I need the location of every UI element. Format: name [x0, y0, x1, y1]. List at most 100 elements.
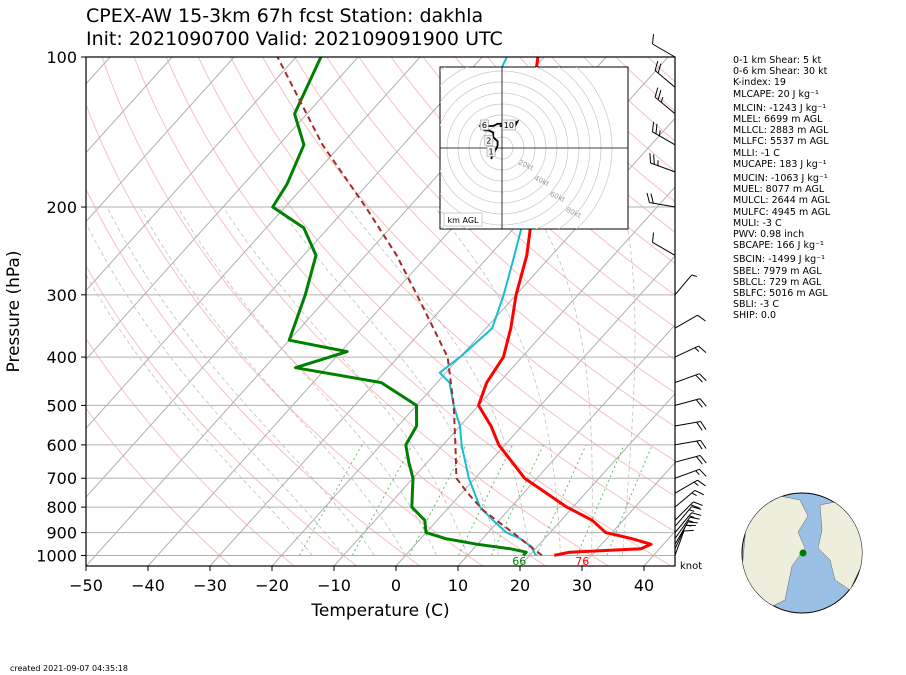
wind-barb: [674, 521, 698, 545]
y-tick-label: 700: [46, 469, 77, 488]
isotherm: [457, 324, 675, 566]
barb-flag: [700, 440, 707, 449]
wind-barb: [654, 60, 676, 88]
index-line: MLCIN: -1243 J kg⁻¹: [733, 102, 827, 114]
hodograph-title: km AGL: [448, 216, 480, 225]
barb-staff: [674, 314, 698, 329]
index-line: 0-1 km Shear: 5 kt: [733, 55, 822, 66]
isotherm: [395, 255, 675, 566]
created-timestamp: created 2021-09-07 04:35:18: [10, 664, 128, 673]
hodograph-legend-box: [443, 212, 483, 227]
hodograph-height-label: 2: [486, 136, 491, 145]
mixing-ratio-line: [351, 444, 413, 556]
barb-flag: [657, 90, 662, 100]
y-tick-label: 600: [46, 436, 77, 455]
wind-barb: [649, 153, 676, 173]
barb-half: [691, 274, 697, 278]
index-line: SBLCL: 729 m AGL: [733, 276, 822, 288]
barb-staff: [674, 521, 689, 545]
index-line: SBEL: 7979 m AGL: [733, 265, 822, 277]
wind-barb: [654, 87, 676, 115]
moist-adiabat: [86, 274, 313, 556]
barb-staff: [674, 439, 701, 446]
mixing-ratio-line: [408, 444, 467, 556]
moist-adiabat: [532, 206, 593, 556]
moist-adiabat: [86, 222, 344, 556]
index-line: SHIP: 0.0: [733, 310, 777, 322]
wind-units-label: knot: [680, 561, 702, 572]
y-axis-label: Pressure (hPa): [4, 251, 24, 373]
index-line: SBCAPE: 166 J kg⁻¹: [733, 240, 824, 252]
x-tick-label: 10: [448, 576, 468, 595]
barb-staff: [674, 516, 691, 539]
mixing-ratio-line: [606, 444, 653, 556]
isotherm: [86, 57, 483, 498]
index-line: SBLI: -3 C: [733, 299, 779, 311]
index-line: MLEL: 6699 m AGL: [733, 114, 823, 126]
wind-barb: [674, 501, 703, 521]
index-line: MULI: -3 C: [733, 217, 782, 229]
barb-staff: [674, 530, 685, 556]
hodograph-height-box: [502, 119, 516, 131]
wind-barb: [674, 274, 697, 296]
barb-half: [657, 160, 659, 166]
barb-flag: [699, 455, 707, 464]
barb-flag: [699, 373, 707, 382]
barb-flag: [654, 60, 659, 71]
barb-staff: [649, 202, 676, 208]
barb-flag: [695, 374, 703, 383]
dry-adiabat: [390, 57, 675, 328]
index-line: MULCL: 2644 m AGL: [733, 195, 831, 207]
y-tick-label: 300: [46, 286, 77, 305]
hodograph-height-label: 6: [482, 121, 487, 130]
y-tick-label: 1000: [36, 546, 77, 565]
dry-adiabat: [294, 57, 675, 428]
wind-barb: [651, 34, 676, 58]
barb-flag: [687, 521, 698, 524]
surface-dewpoint-label: 66: [512, 555, 526, 568]
wind-barb: [674, 506, 702, 527]
barb-staff: [674, 345, 699, 358]
barb-flag: [651, 232, 655, 243]
stability-indices-panel: 0-1 km Shear: 5 kt 0-6 km Shear: 30 kt K-i…: [733, 55, 903, 322]
barb-staff: [674, 274, 693, 296]
index-line: SBLFC: 5016 m AGL: [733, 288, 828, 300]
dry-adiabat: [358, 57, 675, 361]
barb-flag: [696, 421, 703, 431]
dewpoint-profile: [271, 57, 528, 557]
mixing-ratio-line: [458, 444, 514, 556]
moist-adiabat: [139, 206, 406, 556]
barb-half: [660, 96, 664, 103]
moist-adiabat: [622, 206, 636, 556]
index-line: K-index: 19: [733, 77, 786, 89]
barb-staff: [674, 454, 701, 463]
isotherm: [86, 57, 297, 292]
wind-barb: [651, 121, 676, 146]
chart-title-line2: Init: 2021090700 Valid: 202109091900 UTC: [86, 28, 503, 50]
y-tick-label: 200: [46, 198, 77, 217]
barb-staff: [674, 373, 700, 384]
x-tick-label: −30: [193, 576, 227, 595]
x-tick-label: −20: [255, 576, 289, 595]
barb-staff: [674, 479, 698, 494]
barb-flag: [699, 398, 707, 407]
barb-flag: [653, 154, 655, 165]
dry-adiabat: [422, 57, 675, 296]
wind-barb: [674, 439, 707, 450]
wind-barb: [674, 314, 706, 329]
hodograph-height-box: [480, 119, 489, 131]
barb-half: [688, 515, 695, 518]
parcel-profile: [276, 57, 543, 557]
x-tick-label: 20: [510, 576, 530, 595]
dry-adiabat: [197, 57, 675, 533]
mixing-ratio-line: [490, 444, 545, 556]
wind-barb: [674, 345, 707, 358]
barb-flag: [646, 192, 650, 203]
y-tick-label: 500: [46, 396, 77, 415]
barb-staff: [674, 501, 694, 521]
barb-flag: [697, 314, 706, 322]
barb-staff: [652, 241, 676, 256]
barb-flag: [655, 123, 658, 134]
index-line: MULFC: 4945 m AGL: [733, 206, 831, 218]
